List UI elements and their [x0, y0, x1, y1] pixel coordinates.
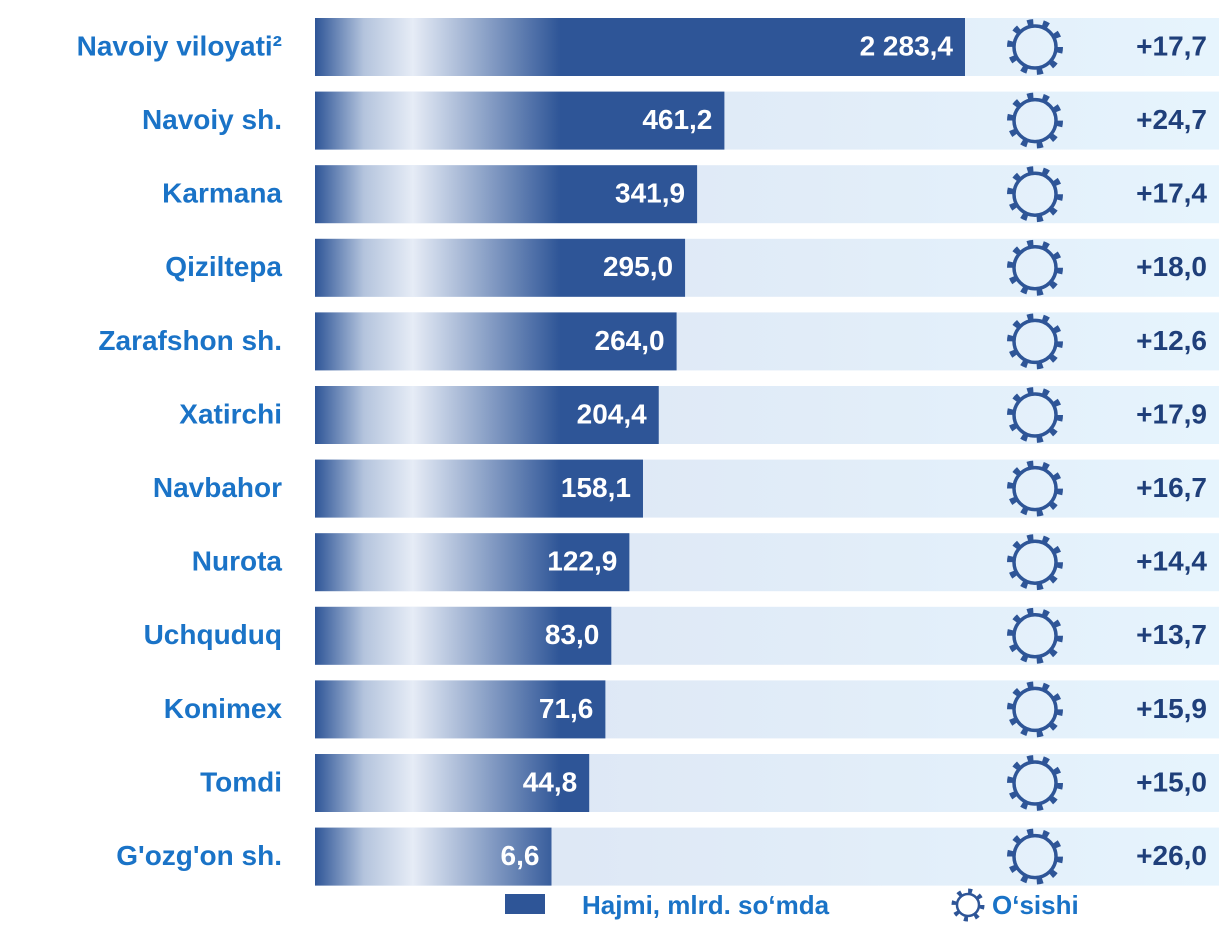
value-label: 295,0: [603, 251, 673, 282]
growth-gear: [1007, 681, 1063, 738]
bar: [315, 91, 725, 150]
legend-label: Hajmi, mlrd. so‘mda: [582, 890, 830, 920]
growth-label: +17,9: [1136, 398, 1207, 429]
growth-gear: [1007, 828, 1063, 885]
value-label: 158,1: [561, 472, 631, 503]
category-label: Nurota: [192, 546, 283, 577]
category-label: G'ozg'on sh.: [116, 840, 282, 871]
growth-label: +17,4: [1136, 178, 1207, 209]
value-label: 6,6: [501, 840, 540, 871]
value-label: 461,2: [642, 104, 712, 135]
bar: [315, 165, 698, 224]
legend: Hajmi, mlrd. so‘mda O‘sishi: [505, 888, 1079, 922]
growth-gear: [1007, 460, 1063, 517]
category-label: Karmana: [162, 178, 282, 209]
value-label: 83,0: [545, 619, 600, 650]
growth-gear: [1007, 92, 1063, 149]
bar: [315, 386, 659, 444]
category-label: Navoiy sh.: [142, 104, 282, 135]
growth-gear: [1007, 19, 1063, 75]
category-label: Navbahor: [153, 472, 282, 503]
category-label: Tomdi: [200, 766, 282, 797]
bar: [315, 312, 677, 371]
growth-label: +15,9: [1136, 693, 1207, 724]
growth-label: +26,0: [1136, 840, 1207, 871]
growth-gear: [1007, 239, 1063, 296]
growth-label: +24,7: [1136, 104, 1207, 135]
legend-gear: [951, 888, 985, 922]
value-label: 341,9: [615, 178, 685, 209]
growth-label: +15,0: [1136, 766, 1207, 797]
value-label: 2 283,4: [860, 30, 954, 61]
growth-gear: [1007, 755, 1063, 811]
category-label: Navoiy viloyati²: [77, 30, 282, 61]
growth-gear: [1007, 166, 1063, 223]
value-label: 71,6: [539, 693, 594, 724]
bar: [315, 754, 590, 812]
legend-label: O‘sishi: [992, 890, 1079, 920]
category-label: Xatirchi: [179, 398, 282, 429]
value-label: 122,9: [547, 546, 617, 577]
growth-gear: [1007, 534, 1063, 591]
growth-label: +13,7: [1136, 619, 1207, 650]
bar: [315, 827, 552, 886]
growth-label: +16,7: [1136, 472, 1207, 503]
growth-gear: [1007, 313, 1063, 370]
legend-swatch: [505, 894, 545, 914]
value-label: 44,8: [523, 766, 578, 797]
category-label: Konimex: [164, 693, 283, 724]
growth-label: +14,4: [1136, 546, 1207, 577]
growth-gear: [1007, 387, 1063, 443]
growth-label: +12,6: [1136, 325, 1207, 356]
value-label: 204,4: [577, 398, 647, 429]
bar: [315, 680, 606, 739]
bar: [315, 533, 630, 592]
growth-label: +18,0: [1136, 251, 1207, 282]
bar: [315, 459, 643, 518]
growth-gear: [1007, 607, 1063, 664]
value-label: 264,0: [595, 325, 665, 356]
category-label: Uchquduq: [144, 619, 282, 650]
growth-label: +17,7: [1136, 30, 1207, 61]
bar: [315, 238, 686, 297]
category-label: Zarafshon sh.: [98, 325, 282, 356]
bar: [315, 606, 612, 665]
category-label: Qiziltepa: [165, 251, 282, 282]
bar: [315, 18, 965, 76]
